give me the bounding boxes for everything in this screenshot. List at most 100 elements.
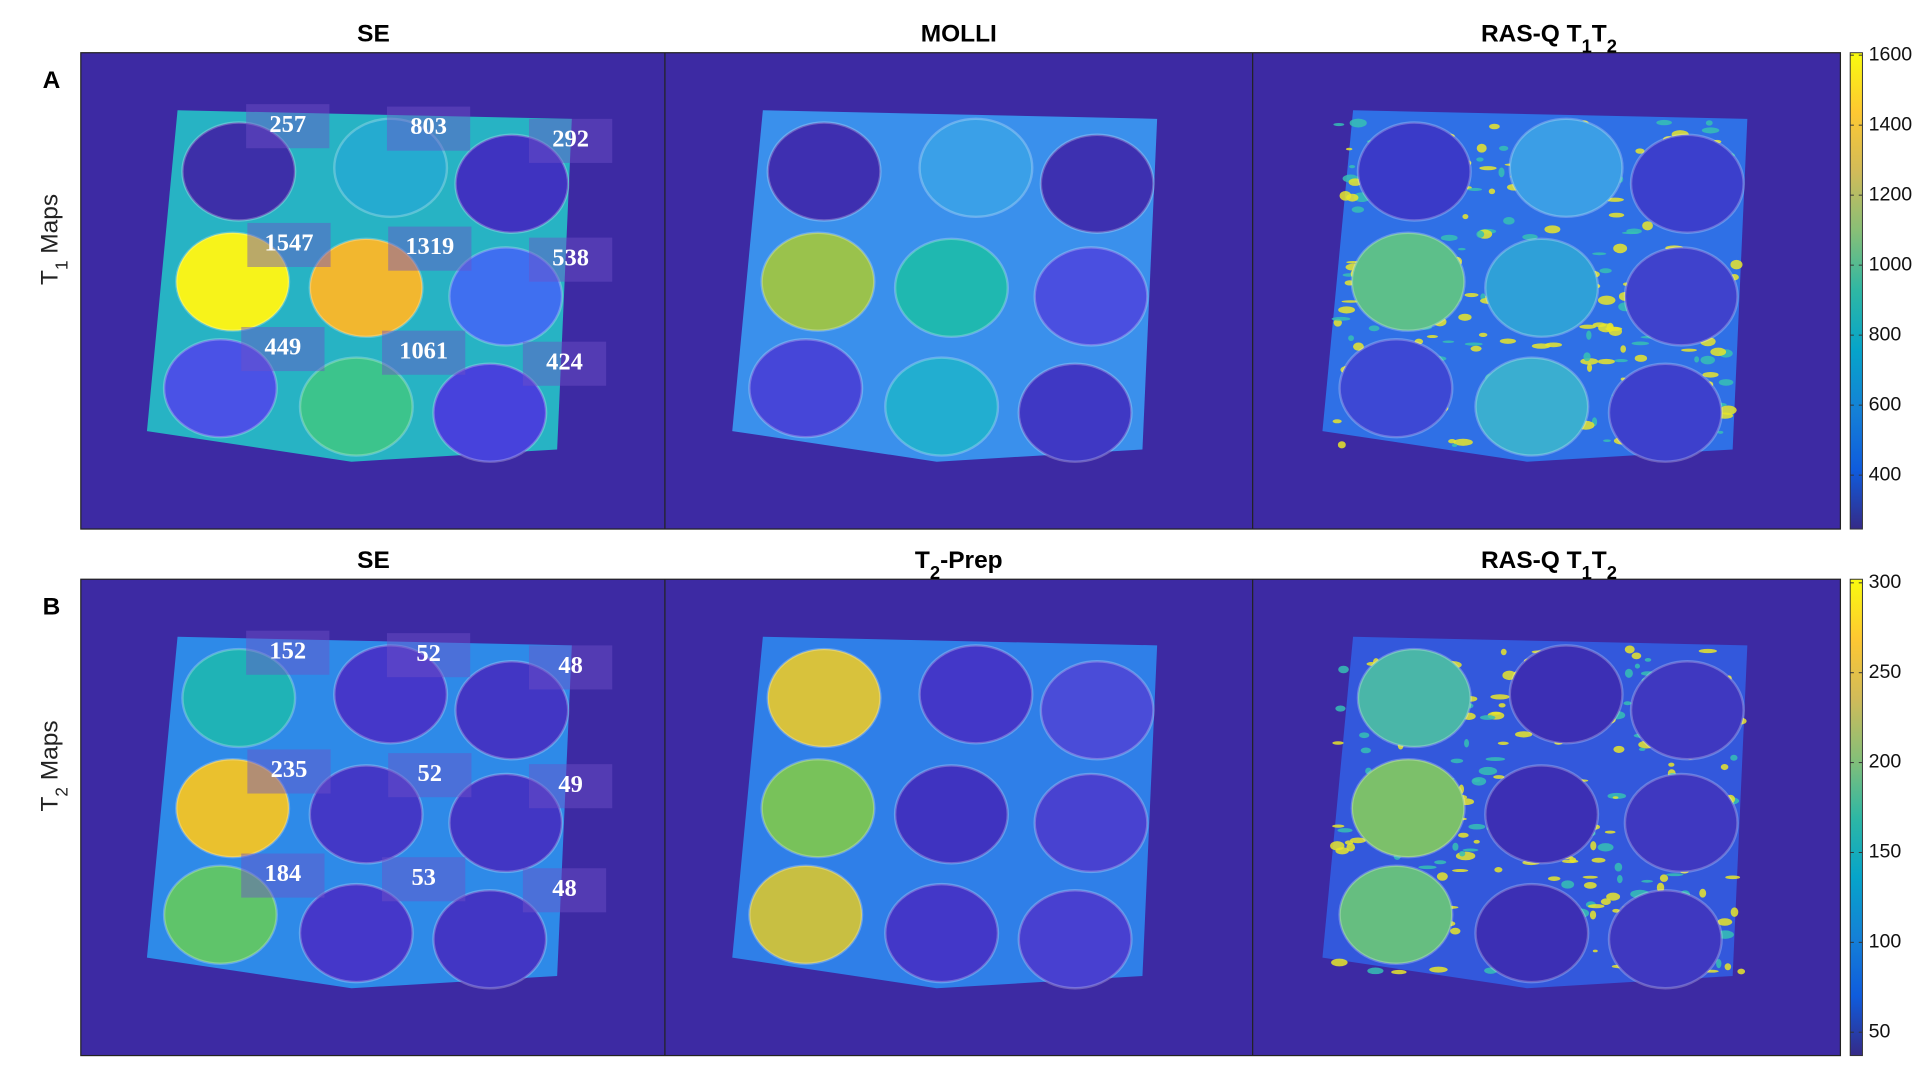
panel-title: RAS-Q T1T2 — [1481, 547, 1617, 583]
noise — [1606, 322, 1614, 333]
noise — [1635, 148, 1645, 154]
vial — [308, 764, 424, 865]
label-box — [522, 868, 607, 913]
title-text: RAS-Q T — [1481, 21, 1582, 48]
panel-title: SE — [357, 547, 390, 574]
vial — [175, 231, 291, 332]
noise — [1338, 306, 1355, 314]
colorbar-tick-label: 50 — [1869, 1020, 1891, 1042]
noise — [1457, 247, 1466, 251]
vial — [181, 121, 297, 222]
noise — [1586, 330, 1592, 340]
row-label-main: T — [37, 797, 64, 812]
vial — [448, 772, 564, 874]
noise — [1359, 732, 1370, 739]
vial — [432, 362, 548, 463]
vial — [308, 237, 424, 339]
label-box — [246, 104, 330, 149]
vial — [1629, 133, 1745, 234]
noise — [1332, 824, 1345, 828]
noise — [1634, 354, 1648, 362]
panel-title: T2-Prep — [915, 547, 1003, 583]
noise — [1418, 865, 1437, 870]
label-box — [386, 106, 471, 151]
noise — [1613, 745, 1625, 753]
noise — [1606, 892, 1621, 901]
colorbar-tick-label: 300 — [1869, 571, 1902, 593]
row-label-sub: 1 — [52, 261, 72, 271]
vial — [760, 231, 876, 332]
noise — [1494, 867, 1503, 873]
title-text: -Prep — [940, 547, 1003, 574]
noise — [1522, 233, 1538, 240]
colorbar-tick-label: 250 — [1869, 661, 1902, 683]
noise — [1476, 157, 1484, 162]
noise — [1544, 342, 1563, 348]
noise — [1617, 875, 1623, 884]
noise — [1490, 694, 1510, 700]
noise — [1500, 648, 1507, 656]
noise — [1473, 839, 1480, 844]
noise — [1462, 848, 1479, 852]
title-text: MOLLI — [921, 21, 997, 48]
noise — [1725, 875, 1741, 880]
noise — [1642, 221, 1653, 231]
phantom — [732, 110, 1158, 463]
title-sub: 1 — [1582, 562, 1592, 583]
noise — [1353, 342, 1364, 351]
noise — [1478, 332, 1488, 337]
noise — [1335, 705, 1346, 712]
colorbar — [1849, 578, 1863, 1057]
noise — [1450, 927, 1461, 935]
title-text: SE — [357, 21, 390, 48]
label-box — [522, 341, 607, 386]
vial — [1033, 772, 1149, 874]
noise — [1583, 352, 1591, 362]
noise — [1592, 949, 1598, 953]
noise — [1718, 379, 1734, 386]
vial — [1039, 660, 1155, 761]
vial — [454, 660, 570, 761]
noise — [1498, 145, 1509, 151]
noise — [1479, 715, 1496, 720]
noise — [1489, 123, 1500, 130]
noise — [1498, 703, 1506, 708]
noise — [1337, 441, 1346, 449]
vial — [175, 758, 291, 859]
vial — [1484, 237, 1600, 339]
noise — [1497, 741, 1509, 746]
noise — [1705, 120, 1713, 126]
noise — [1720, 763, 1729, 771]
noise — [1561, 880, 1575, 889]
vial — [766, 647, 882, 749]
panel-title: RAS-Q T1T2 — [1481, 21, 1617, 57]
noise — [1597, 295, 1616, 305]
vial — [1017, 889, 1133, 990]
noise — [1493, 775, 1505, 779]
colorbar — [1849, 52, 1863, 530]
noise — [1471, 777, 1487, 786]
noise — [1716, 959, 1722, 969]
noise — [1503, 217, 1515, 225]
noise — [1641, 879, 1654, 883]
noise — [1335, 847, 1349, 855]
title-sub: 2 — [1607, 35, 1617, 56]
noise — [1612, 796, 1619, 799]
noise — [1608, 212, 1625, 218]
vial — [1338, 864, 1454, 965]
label-box — [388, 226, 472, 271]
label-box — [388, 753, 472, 798]
noise — [1724, 963, 1732, 971]
panel-letter: B — [43, 594, 61, 621]
vial — [448, 246, 564, 347]
vial — [884, 356, 1000, 457]
vial — [1623, 246, 1739, 347]
panel-title: MOLLI — [921, 21, 997, 48]
label-box — [246, 630, 330, 675]
colorbar-tick-label: 200 — [1869, 751, 1902, 773]
label-box — [528, 645, 613, 690]
noise — [1681, 348, 1697, 352]
vial — [1474, 356, 1590, 457]
title-sub: 1 — [1582, 35, 1592, 56]
